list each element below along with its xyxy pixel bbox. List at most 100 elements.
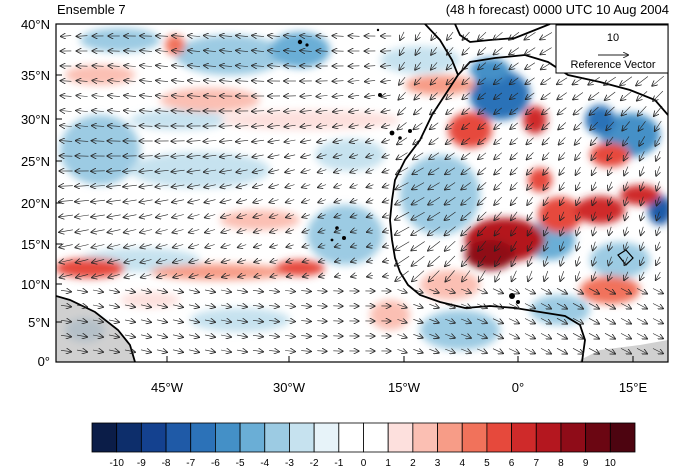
wind-vector bbox=[92, 111, 104, 112]
wind-vector bbox=[252, 155, 264, 157]
wind-vector bbox=[592, 181, 596, 190]
wind-vector bbox=[396, 182, 409, 190]
wind-vector bbox=[76, 259, 89, 262]
wind-vector bbox=[254, 245, 263, 248]
wind-vector bbox=[204, 50, 217, 51]
wind-vector bbox=[367, 275, 373, 276]
lat-label-0: 0° bbox=[38, 354, 50, 369]
wind-vector bbox=[543, 167, 550, 174]
wind-vector bbox=[252, 350, 263, 351]
wind-vector bbox=[572, 333, 583, 338]
wind-vector bbox=[124, 230, 137, 233]
reference-vector-value: 10 bbox=[607, 32, 619, 44]
colorbar-label: 2 bbox=[410, 458, 416, 469]
wind-vector bbox=[107, 200, 121, 202]
wind-vector bbox=[399, 61, 405, 70]
wind-vector bbox=[351, 275, 357, 276]
wind-vector bbox=[494, 152, 502, 160]
wind-vector bbox=[415, 77, 422, 84]
wind-vector bbox=[620, 288, 631, 293]
wind-vector bbox=[76, 320, 87, 322]
wind-vector bbox=[140, 51, 152, 52]
wind-vector bbox=[333, 110, 344, 112]
wind-vector bbox=[205, 215, 216, 218]
wind-vector bbox=[527, 152, 534, 160]
wind-vector bbox=[189, 260, 199, 263]
colorbar-label: -9 bbox=[137, 458, 146, 469]
wind-vector bbox=[301, 321, 311, 322]
wind-vector bbox=[492, 333, 503, 339]
wind-vector bbox=[254, 260, 262, 262]
wind-vector bbox=[59, 230, 73, 232]
wind-vector bbox=[415, 46, 421, 55]
lon-label-15e: 15°E bbox=[619, 380, 648, 395]
wind-vector bbox=[367, 230, 374, 232]
wind-vector bbox=[560, 181, 565, 190]
wind-vector bbox=[318, 155, 327, 158]
wind-vector bbox=[270, 260, 278, 262]
wind-vector bbox=[447, 77, 454, 85]
wind-vector bbox=[301, 155, 311, 158]
wind-vector bbox=[641, 211, 644, 221]
wind-vector bbox=[381, 66, 392, 67]
wind-vector bbox=[253, 200, 263, 203]
wind-vector bbox=[75, 200, 89, 201]
wind-vector bbox=[511, 182, 518, 189]
plot-title-left: Ensemble 7 bbox=[57, 2, 126, 17]
lat-label-35n: 35°N bbox=[21, 68, 50, 83]
wind-vector bbox=[381, 80, 391, 81]
lat-label-25n: 25°N bbox=[21, 154, 50, 169]
wind-vector bbox=[575, 137, 582, 145]
wind-vector bbox=[140, 335, 151, 337]
wind-vector bbox=[641, 226, 644, 235]
wind-vector bbox=[156, 80, 169, 81]
wind-vector bbox=[494, 182, 503, 189]
wind-vector bbox=[254, 215, 263, 218]
wind-vector bbox=[573, 77, 584, 85]
wind-vector bbox=[269, 320, 279, 321]
wind-vector bbox=[350, 185, 358, 188]
wind-vector bbox=[577, 256, 580, 265]
colorbar-swatch bbox=[140, 422, 167, 453]
wind-vector bbox=[429, 270, 440, 282]
wind-vector bbox=[204, 141, 217, 142]
wind-vector bbox=[397, 152, 408, 160]
wind-vector bbox=[446, 122, 455, 129]
wind-vector bbox=[59, 200, 73, 201]
wind-vector bbox=[429, 304, 438, 308]
wind-vector bbox=[395, 211, 410, 220]
wind-vector bbox=[495, 255, 502, 266]
wind-vector bbox=[590, 106, 599, 115]
wind-vector bbox=[108, 350, 119, 352]
wind-vector bbox=[205, 200, 216, 203]
wind-vector bbox=[220, 350, 231, 352]
wind-vector bbox=[236, 126, 249, 127]
wind-vector bbox=[188, 81, 201, 82]
wind-vector bbox=[252, 111, 265, 112]
wind-vector bbox=[591, 151, 597, 160]
wind-vector bbox=[254, 230, 263, 233]
wind-vector bbox=[108, 320, 119, 322]
wind-vector bbox=[349, 110, 359, 112]
wind-vector bbox=[525, 47, 536, 55]
wind-vector bbox=[400, 46, 405, 55]
wind-vector bbox=[657, 211, 660, 221]
wind-vector bbox=[428, 241, 441, 250]
wind-vector bbox=[525, 32, 536, 39]
wind-vector bbox=[494, 47, 503, 55]
wind-vector bbox=[461, 196, 471, 205]
wind-vector bbox=[445, 270, 455, 282]
wind-vector bbox=[92, 245, 105, 248]
wind-vector bbox=[541, 62, 552, 70]
wind-vector bbox=[253, 170, 264, 173]
wind-vector bbox=[512, 255, 517, 266]
wind-vector bbox=[652, 288, 663, 294]
wind-vector bbox=[125, 275, 136, 278]
map-field bbox=[56, 24, 668, 362]
colorbar-swatch bbox=[264, 422, 290, 453]
lon-label-45w: 45°W bbox=[151, 380, 184, 395]
colorbar-label: 9 bbox=[583, 458, 589, 469]
wind-vector bbox=[445, 289, 455, 293]
wind-vector bbox=[252, 125, 265, 126]
wind-vector bbox=[591, 136, 598, 145]
